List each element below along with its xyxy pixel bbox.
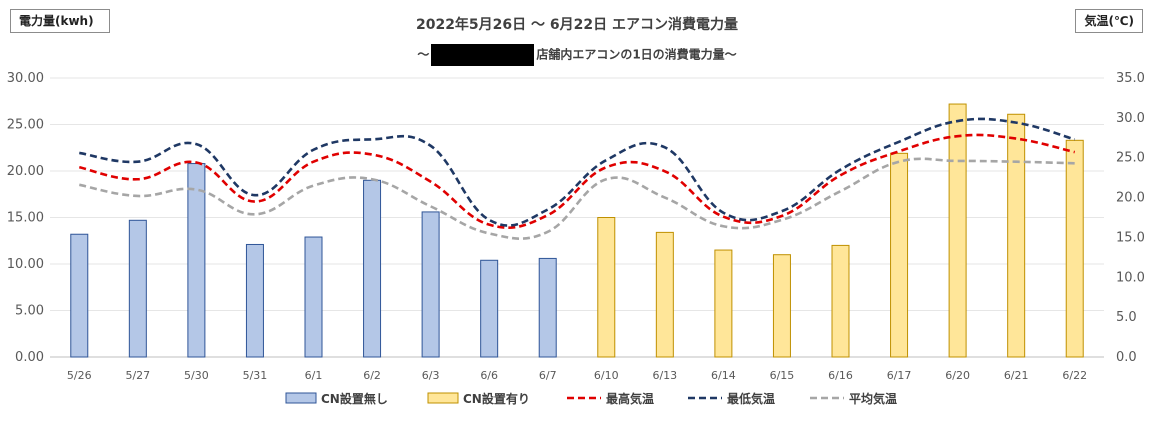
bar — [772, 254, 791, 358]
y-tick-label-left: 10.00 — [7, 257, 44, 272]
bar — [128, 219, 147, 358]
bar — [480, 259, 499, 358]
bar — [597, 217, 616, 358]
y-tick-label-right: 25.0 — [1116, 151, 1145, 166]
x-tick-label: 6/10 — [594, 369, 619, 382]
y-tick-label-left: 0.00 — [15, 350, 44, 365]
y-axis-title-left: 電力量(kwh) — [10, 9, 110, 33]
bar — [538, 257, 557, 358]
y-tick-label-right: 10.0 — [1116, 270, 1145, 285]
bar — [831, 244, 850, 358]
legend-label: 最低気温 — [727, 391, 775, 406]
chart-subtitle: ～ 店舗内エアコンの1日の消費電力量～ — [0, 44, 1154, 66]
y-tick-label-right: 5.0 — [1116, 310, 1137, 325]
bar — [304, 236, 323, 358]
legend-item: 平均気温 — [810, 391, 897, 406]
y-tick-label-right: 35.0 — [1116, 71, 1145, 86]
legend-item: CN設置無し — [285, 391, 388, 406]
y-tick-label-left: 15.00 — [7, 211, 44, 226]
x-tick-label: 6/17 — [887, 369, 912, 382]
bar — [948, 103, 967, 358]
line-series — [79, 157, 1075, 240]
legend-item: CN設置有り — [427, 391, 530, 406]
bar — [245, 243, 264, 358]
y-tick-label-right: 20.0 — [1116, 191, 1145, 206]
legend-label: 平均気温 — [849, 391, 897, 406]
bar — [714, 249, 733, 358]
subtitle-prefix: ～ — [417, 47, 430, 62]
legend-label: CN設置無し — [321, 391, 388, 406]
x-tick-label: 6/21 — [1004, 369, 1029, 382]
x-tick-label: 6/6 — [480, 369, 498, 382]
y-tick-label-right: 15.0 — [1116, 230, 1145, 245]
x-tick-label: 5/27 — [125, 369, 150, 382]
chart-title: 2022年5月26日 ～ 6月22日 エアコン消費電力量 — [415, 17, 739, 33]
legend-item: 最高気温 — [567, 391, 654, 406]
x-tick-label: 5/30 — [184, 369, 209, 382]
bar — [363, 179, 382, 358]
y-tick-label-left: 30.00 — [7, 71, 44, 86]
bar — [187, 163, 206, 358]
x-tick-label: 6/16 — [828, 369, 853, 382]
subtitle-suffix: 店舗内エアコンの1日の消費電力量～ — [536, 47, 737, 62]
legend-label: CN設置有り — [463, 391, 530, 406]
redaction-box — [431, 44, 535, 66]
line-series — [79, 117, 1076, 227]
x-tick-label: 6/2 — [363, 369, 381, 382]
legend-swatch — [285, 392, 317, 404]
x-tick-label: 5/26 — [67, 369, 92, 382]
x-tick-label: 6/22 — [1062, 369, 1087, 382]
x-tick-label: 6/15 — [770, 369, 795, 382]
bar — [1007, 113, 1026, 358]
x-tick-label: 6/3 — [422, 369, 440, 382]
y-tick-label-right: 30.0 — [1116, 111, 1145, 126]
bar — [890, 152, 909, 358]
x-tick-label: 6/7 — [539, 369, 557, 382]
line-series — [78, 133, 1076, 229]
y-axis-title-right: 気温(℃) — [1075, 9, 1143, 33]
legend-swatch — [427, 392, 459, 404]
bar — [70, 233, 89, 358]
y-tick-label-right: 0.0 — [1116, 350, 1137, 365]
x-tick-label: 6/13 — [652, 369, 677, 382]
bar — [421, 211, 440, 358]
y-tick-label-left: 5.00 — [15, 304, 44, 319]
legend-label: 最高気温 — [606, 391, 654, 406]
x-tick-label: 5/31 — [243, 369, 268, 382]
y-tick-label-left: 25.00 — [7, 118, 44, 133]
x-tick-label: 6/14 — [711, 369, 736, 382]
legend-item: 最低気温 — [688, 391, 775, 406]
bar — [655, 231, 674, 358]
bar — [1065, 139, 1084, 358]
x-tick-label: 6/20 — [945, 369, 970, 382]
x-tick-label: 6/1 — [305, 369, 323, 382]
y-tick-label-left: 20.00 — [7, 164, 44, 179]
